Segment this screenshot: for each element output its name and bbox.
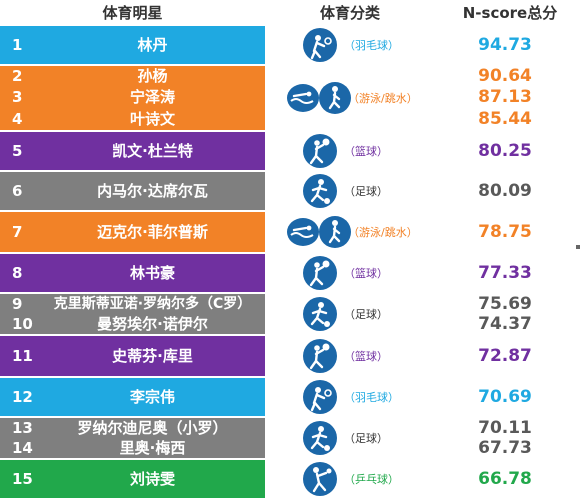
athlete-name: 内马尔·达席尔瓦 (97, 182, 208, 200)
sport-label: （游泳/跳水） (348, 226, 418, 239)
athlete-group-row: 7 迈克尔·菲尔普斯 (0, 212, 265, 252)
athlete-name: 李宗伟 (129, 388, 175, 406)
athlete-name: 宁泽涛 (129, 88, 175, 107)
rank-number: 10 (12, 315, 33, 333)
n-score: 78.75 (478, 222, 532, 242)
sport-label: （羽毛球） (344, 391, 399, 404)
header-score: N-score总分 (462, 4, 558, 22)
rank-number: 14 (12, 439, 33, 457)
sport-label: （足球） (344, 308, 388, 321)
sport-label: （足球） (344, 432, 388, 445)
n-score: 94.73 (478, 35, 532, 55)
n-score: 85.44 (478, 108, 532, 129)
sport-category: （游泳/跳水） (286, 214, 426, 250)
athlete-name: 里奥·梅西 (119, 439, 186, 457)
athlete-name: 凯文·杜兰特 (112, 142, 193, 160)
sport-category: （篮球） (286, 338, 426, 374)
athlete-name: 林书豪 (129, 264, 175, 282)
n-score: 75.69 (478, 294, 532, 314)
basketball-icon (302, 133, 338, 169)
sport-label: （羽毛球） (344, 39, 399, 52)
sport-category: （篮球） (286, 255, 426, 291)
table-tennis-icon (302, 461, 338, 497)
rank-number: 6 (12, 182, 23, 200)
sport-category: （游泳/跳水） (286, 80, 426, 116)
sport-category: （足球） (286, 420, 426, 456)
n-score: 72.87 (478, 346, 532, 366)
athlete-group-row: 13 罗纳尔迪尼奥（小罗） 14 里奥·梅西 (0, 418, 265, 458)
sport-category: （足球） (286, 173, 426, 209)
rank-number: 7 (12, 223, 23, 241)
rank-number: 2 (12, 67, 23, 85)
athlete-name: 罗纳尔迪尼奥（小罗） (77, 419, 228, 437)
athlete-group-row: 9 克里斯蒂亚诺·罗纳尔多（C罗） 10 曼努埃尔·诺伊尔 (0, 294, 265, 334)
sport-category: （羽毛球） (286, 27, 426, 63)
sport-label: （乒乓球） (344, 473, 399, 486)
athlete-group-row: 12 李宗伟 (0, 378, 265, 416)
basketball-icon (302, 255, 338, 291)
n-score: 80.25 (478, 141, 532, 161)
rank-number: 15 (12, 470, 33, 488)
athlete-name: 林丹 (137, 36, 168, 54)
swim-dive-icon (286, 214, 352, 250)
rank-number: 11 (12, 347, 33, 365)
athlete-group-row: 1 林丹 (0, 26, 265, 64)
athlete-name: 叶诗文 (129, 109, 175, 128)
n-score: 70.69 (478, 387, 532, 407)
sport-label: （游泳/跳水） (348, 92, 418, 105)
n-score: 87.13 (478, 87, 532, 108)
sport-category: （乒乓球） (286, 461, 426, 497)
rank-number: 12 (12, 388, 33, 406)
header-sport: 体育分类 (319, 4, 380, 22)
n-score: 70.11 (478, 418, 532, 438)
n-score: 74.37 (478, 314, 532, 334)
rank-number: 1 (12, 36, 23, 54)
athlete-group-row: 15 刘诗雯 (0, 460, 265, 498)
athlete-group-row: 2 孙杨 3 宁泽涛 4 叶诗文 (0, 66, 265, 130)
n-score: 80.09 (478, 181, 532, 201)
athlete-group-row: 6 内马尔·达席尔瓦 (0, 172, 265, 210)
n-score: 77.33 (478, 263, 532, 283)
football-icon (302, 420, 338, 456)
sport-category: （羽毛球） (286, 379, 426, 415)
rank-number: 9 (12, 295, 23, 313)
athlete-name: 史蒂芬·库里 (112, 347, 193, 365)
athlete-group-row: 8 林书豪 (0, 254, 265, 292)
football-icon (302, 296, 338, 332)
rank-number: 13 (12, 419, 33, 437)
athlete-name: 克里斯蒂亚诺·罗纳尔多（C罗） (53, 296, 252, 312)
sport-label: （足球） (344, 185, 388, 198)
athlete-name: 孙杨 (137, 67, 168, 85)
edge-marker (576, 245, 580, 249)
rank-number: 5 (12, 142, 23, 160)
badminton-icon (302, 379, 338, 415)
football-icon (302, 173, 338, 209)
athlete-group-row: 5 凯文·杜兰特 (0, 132, 265, 170)
sport-category: （足球） (286, 296, 426, 332)
basketball-icon (302, 338, 338, 374)
n-score: 66.78 (478, 469, 532, 489)
header-star: 体育明星 (102, 4, 163, 22)
sport-category: （篮球） (286, 133, 426, 169)
sport-label: （篮球） (344, 350, 388, 363)
badminton-icon (302, 27, 338, 63)
sport-label: （篮球） (344, 267, 388, 280)
athlete-name: 曼努埃尔·诺伊尔 (97, 315, 208, 333)
athlete-group-row: 11 史蒂芬·库里 (0, 336, 265, 376)
rank-number: 3 (12, 88, 23, 107)
swim-dive-icon (286, 80, 352, 116)
athlete-name: 迈克尔·菲尔普斯 (97, 223, 208, 241)
n-score: 67.73 (478, 438, 532, 458)
rank-number: 4 (12, 109, 23, 128)
athlete-name: 刘诗雯 (129, 470, 175, 488)
n-score: 90.64 (478, 66, 532, 86)
rank-number: 8 (12, 264, 23, 282)
sport-label: （篮球） (344, 145, 388, 158)
